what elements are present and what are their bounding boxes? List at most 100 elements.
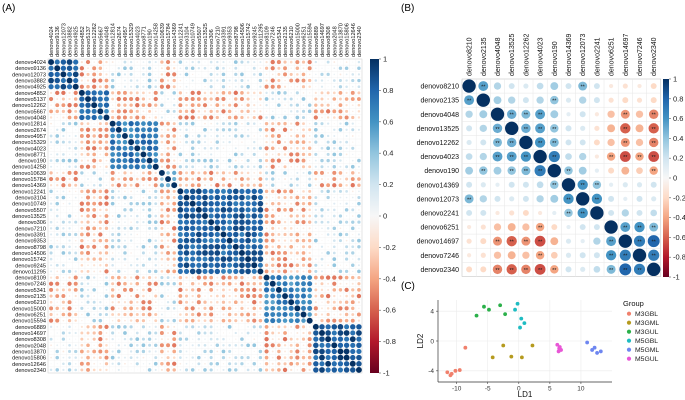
correlation-circle (111, 115, 115, 120)
correlation-circle (320, 79, 324, 82)
correlation-circle (68, 220, 71, 224)
correlation-circle (321, 301, 323, 303)
correlation-circle (647, 262, 661, 277)
correlation-circle (519, 135, 533, 150)
correlation-circle (149, 357, 150, 359)
correlation-circle (233, 288, 238, 292)
correlation-circle (80, 251, 84, 255)
correlation-circle (326, 318, 331, 323)
correlation-circle (55, 355, 60, 360)
correlation-circle (313, 109, 318, 114)
correlation-circle (109, 139, 116, 145)
correlation-circle (313, 361, 319, 367)
correlation-circle (136, 233, 139, 236)
correlation-circle (252, 362, 256, 366)
correlation-circle (226, 231, 233, 238)
correlation-circle (307, 269, 312, 274)
correlation-circle (161, 301, 163, 303)
correlation-circle (246, 318, 250, 323)
row-label: denovo2135 (420, 98, 459, 105)
correlation-circle (579, 152, 587, 161)
correlation-circle (91, 102, 98, 109)
row-label: denovo4925 (15, 85, 46, 91)
correlation-circle (289, 196, 293, 200)
correlation-circle (276, 140, 281, 145)
correlation-circle (55, 275, 59, 280)
correlation-circle (129, 96, 134, 102)
correlation-circle (135, 306, 139, 310)
correlation-circle (118, 61, 120, 63)
correlation-circle (253, 129, 255, 131)
correlation-circle (197, 362, 201, 366)
correlation-circle (307, 59, 312, 65)
correlation-circle (240, 319, 244, 322)
correlation-circle (264, 121, 269, 126)
correlation-circle (74, 196, 77, 199)
correlation-circle (179, 326, 181, 328)
correlation-circle (493, 236, 502, 246)
correlation-circle (222, 344, 225, 347)
correlation-circle (235, 141, 237, 143)
correlation-circle (565, 238, 572, 244)
correlation-circle (87, 338, 90, 341)
correlation-circle (314, 103, 318, 107)
correlation-circle (141, 164, 146, 170)
correlation-circle (129, 226, 133, 231)
correlation-circle (227, 312, 232, 317)
correlation-circle (241, 159, 243, 162)
correlation-circle (340, 246, 341, 248)
correlation-circle (320, 270, 323, 273)
correlation-circle (196, 256, 202, 262)
correlation-circle (74, 368, 78, 372)
correlation-circle (178, 337, 183, 341)
correlation-circle (337, 336, 344, 342)
correlation-circle (203, 134, 207, 138)
correlation-circle (226, 250, 233, 256)
correlation-circle (190, 121, 195, 126)
correlation-circle (307, 103, 312, 107)
column-label: denovo9136 (55, 26, 61, 57)
correlation-circle (315, 73, 317, 76)
column-label: denovo8798 (234, 26, 240, 57)
correlation-circle (284, 159, 286, 162)
colorbar-tick-label: -0.4 (673, 213, 685, 222)
correlation-circle (551, 224, 558, 231)
correlation-circle (351, 196, 354, 199)
correlation-circle (203, 325, 207, 329)
correlation-circle (110, 306, 115, 311)
correlation-circle (86, 349, 90, 353)
correlation-circle (183, 213, 190, 219)
correlation-circle (307, 201, 312, 206)
row-label: denovo306 (18, 220, 46, 226)
correlation-circle (357, 275, 361, 280)
correlation-circle (111, 61, 114, 63)
correlation-circle (307, 287, 313, 293)
correlation-circle (277, 233, 281, 236)
correlation-circle (208, 201, 214, 207)
correlation-circle (190, 66, 195, 71)
correlation-circle (209, 356, 213, 360)
scatter-point-m3gul (482, 304, 486, 309)
correlation-circle (325, 330, 331, 336)
correlation-circle (86, 220, 90, 224)
row-label: denovo3391 (15, 232, 46, 238)
correlation-circle (111, 239, 115, 243)
correlation-circle (333, 202, 336, 205)
correlation-circle (93, 251, 96, 254)
correlation-circle (228, 288, 231, 292)
correlation-circle (578, 81, 588, 91)
correlation-circle (141, 145, 146, 151)
correlation-circle (67, 281, 72, 286)
correlation-circle (203, 110, 207, 113)
correlation-circle (78, 89, 85, 96)
correlation-circle (98, 72, 102, 76)
significance-mark: ** (538, 268, 543, 274)
correlation-circle (179, 141, 182, 143)
correlation-circle (153, 90, 158, 95)
row-label: denovo14506 (12, 251, 46, 257)
correlation-circle (122, 151, 128, 158)
correlation-circle (111, 215, 114, 217)
correlation-circle (73, 158, 78, 163)
correlation-circle (143, 332, 144, 334)
correlation-circle (246, 91, 250, 95)
